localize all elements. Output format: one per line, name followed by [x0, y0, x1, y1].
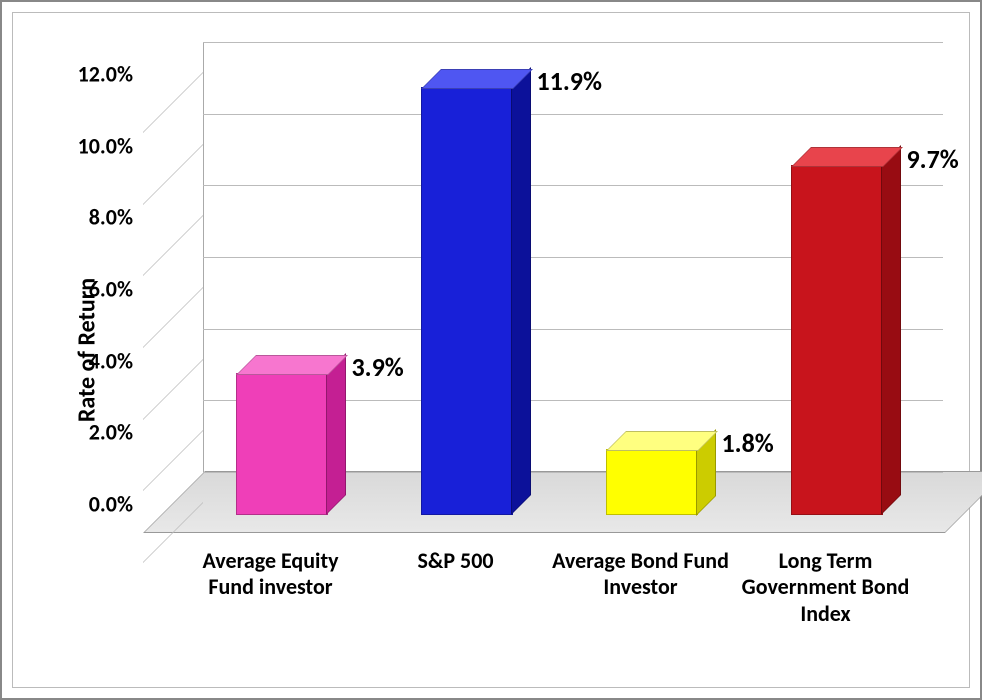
category-label: Average Equity Fund investor: [178, 548, 363, 601]
bar-front: [791, 165, 883, 515]
y-tick-label: 2.0%: [43, 419, 133, 446]
bar-top: [421, 69, 533, 89]
y-tick-label: 12.0%: [43, 61, 133, 88]
bar-top: [606, 431, 718, 451]
bar-value-label: 3.9%: [352, 351, 404, 383]
y-tick-label: 4.0%: [43, 347, 133, 374]
bar-side: [511, 67, 531, 515]
gridline-side: [143, 144, 203, 205]
y-tick-label: 8.0%: [43, 204, 133, 231]
bar: [606, 451, 696, 516]
bar-front: [236, 373, 328, 515]
gridline-back: [203, 42, 943, 43]
chart-outer-frame: Rate of Return 0.0%2.0%4.0%6.0%8.0%10.0%…: [0, 0, 982, 700]
bar-value-label: 1.8%: [722, 427, 774, 459]
chart-inner-frame: Rate of Return 0.0%2.0%4.0%6.0%8.0%10.0%…: [12, 12, 970, 688]
category-label: Long Term Government Bond Index: [733, 548, 918, 627]
category-label: S&P 500: [363, 548, 548, 574]
gridline-side: [143, 215, 203, 276]
gridline-back: [203, 114, 943, 115]
gridline-side: [143, 72, 203, 133]
y-tick-label: 6.0%: [43, 276, 133, 303]
bar-side: [881, 145, 901, 515]
bar: [421, 89, 511, 515]
bar: [791, 167, 881, 515]
bar-front: [606, 449, 698, 516]
y-tick-label: 0.0%: [43, 491, 133, 518]
gridline-side: [143, 287, 203, 348]
bar-value-label: 11.9%: [537, 65, 602, 97]
category-label: Average Bond Fund Investor: [548, 548, 733, 601]
bar-value-label: 9.7%: [907, 143, 959, 175]
bar-side: [326, 353, 346, 515]
gridline-side: [143, 359, 203, 420]
bar-top: [236, 355, 348, 375]
y-tick-label: 10.0%: [43, 132, 133, 159]
bar-front: [421, 87, 513, 515]
bar: [236, 375, 326, 515]
plot-area: 0.0%2.0%4.0%6.0%8.0%10.0%12.0% 3.9%11.9%…: [143, 43, 943, 533]
